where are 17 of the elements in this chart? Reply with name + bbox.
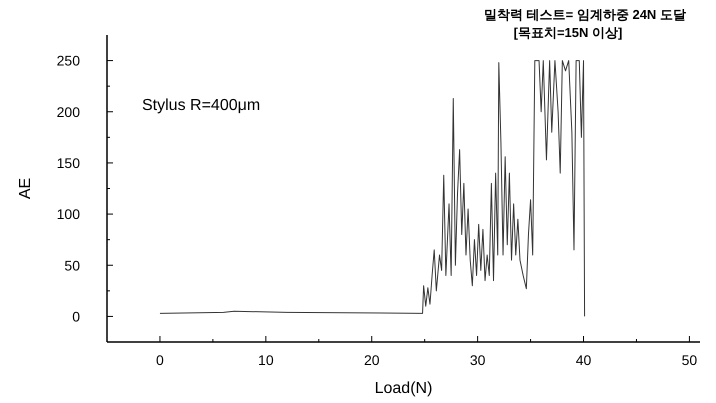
chart-subtitle: [목표치=15N 이상]	[514, 25, 622, 40]
x-axis-title: Load(N)	[374, 380, 432, 397]
annotation: Stylus R=400μm	[142, 97, 260, 114]
y-axis-title: AE	[17, 178, 34, 200]
y-tick-label: 100	[56, 206, 80, 222]
y-tick-label: 0	[72, 308, 80, 324]
x-tick-label: 10	[258, 352, 274, 368]
y-tick-label: 150	[56, 154, 80, 171]
chart-title: 밀착력 테스트= 임계하중 24N 도달	[484, 7, 686, 22]
y-tick-label: 250	[56, 52, 80, 69]
x-tick-label: 0	[156, 352, 164, 368]
y-tick-label: 50	[64, 257, 80, 274]
x-tick-label: 40	[576, 352, 592, 368]
x-tick-label: 30	[470, 352, 486, 368]
x-tick-label: 20	[364, 352, 380, 368]
x-tick-label: 50	[682, 352, 698, 368]
y-tick-label: 200	[56, 104, 80, 120]
